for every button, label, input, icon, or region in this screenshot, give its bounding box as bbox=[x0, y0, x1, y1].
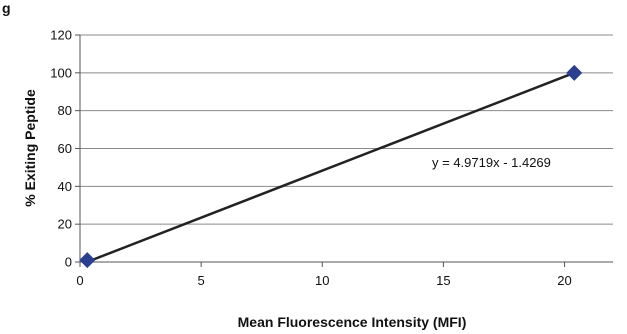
y-tick-label: 20 bbox=[58, 217, 72, 232]
trendline-group bbox=[86, 71, 575, 264]
data-points bbox=[79, 64, 583, 269]
y-tick-label: 80 bbox=[58, 103, 72, 118]
data-point-diamond bbox=[566, 64, 583, 81]
axes bbox=[75, 34, 613, 267]
grid bbox=[80, 34, 613, 225]
x-tick-label: 10 bbox=[315, 273, 329, 288]
y-tick-label: 40 bbox=[58, 179, 72, 194]
y-tick-label: 100 bbox=[50, 65, 72, 80]
trendline-equation: y = 4.9719x - 1.4269 bbox=[432, 155, 551, 170]
data-point-diamond bbox=[79, 252, 96, 269]
x-tick-label: 15 bbox=[436, 273, 450, 288]
figure-label: g bbox=[2, 0, 11, 16]
y-axis-title: % Exiting Peptide bbox=[22, 89, 38, 207]
x-tick-label: 20 bbox=[557, 273, 571, 288]
x-axis-title: Mean Fluorescence Intensity (MFI) bbox=[238, 314, 467, 330]
trendline bbox=[86, 71, 575, 264]
x-tick-label: 5 bbox=[198, 273, 205, 288]
y-tick-label: 120 bbox=[50, 28, 72, 43]
y-tick-label: 60 bbox=[58, 141, 72, 156]
y-tick-labels: 0 20 40 60 80 100 120 bbox=[50, 28, 72, 270]
x-tick-labels: 0 5 10 15 20 bbox=[76, 273, 571, 288]
x-tick-label: 0 bbox=[76, 273, 83, 288]
y-tick-label: 0 bbox=[65, 255, 72, 270]
